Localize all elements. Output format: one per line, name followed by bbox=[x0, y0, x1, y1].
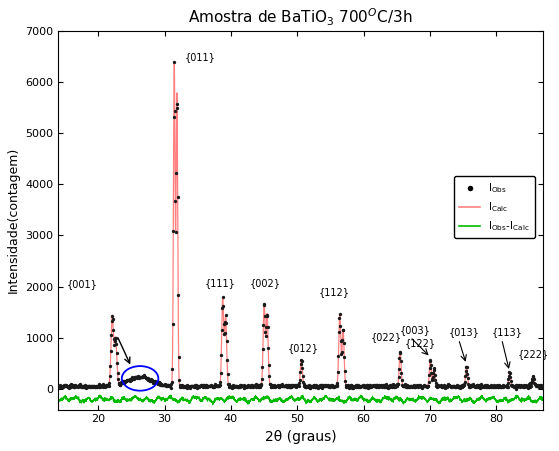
Text: {003}: {003} bbox=[400, 325, 431, 335]
Text: {222}: {222} bbox=[518, 350, 549, 359]
Text: {122}: {122} bbox=[405, 338, 436, 348]
Text: {013}: {013} bbox=[448, 327, 480, 337]
Title: Amostra de BaTiO$_3$ 700$^O$C/3h: Amostra de BaTiO$_3$ 700$^O$C/3h bbox=[188, 7, 413, 28]
Text: {022}: {022} bbox=[370, 332, 401, 342]
Text: {011}: {011} bbox=[184, 52, 215, 62]
Y-axis label: Intensidade(contagem): Intensidade(contagem) bbox=[7, 147, 20, 293]
Text: {012}: {012} bbox=[287, 343, 319, 353]
Text: {001}: {001} bbox=[67, 279, 97, 289]
X-axis label: 2θ (graus): 2θ (graus) bbox=[265, 430, 337, 444]
Text: {002}: {002} bbox=[249, 278, 281, 288]
Legend: I$_{\rm Obs}$, I$_{\rm Calc}$, I$_{\rm Obs}$-I$_{\rm Calc}$: I$_{\rm Obs}$, I$_{\rm Calc}$, I$_{\rm O… bbox=[454, 176, 535, 238]
Text: {113}: {113} bbox=[492, 327, 523, 337]
Text: {111}: {111} bbox=[205, 278, 235, 288]
Text: {112}: {112} bbox=[319, 287, 349, 297]
